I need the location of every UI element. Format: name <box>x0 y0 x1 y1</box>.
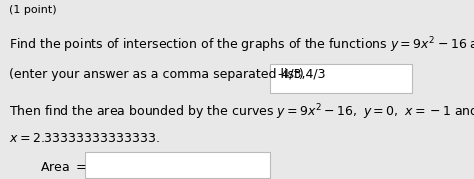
Text: $x = 2.33333333333333.$: $x = 2.33333333333333.$ <box>9 132 160 146</box>
FancyBboxPatch shape <box>85 152 270 178</box>
Text: -4/3,4/3: -4/3,4/3 <box>277 67 326 80</box>
Text: Then find the area bounded by the curves $y = 9x^2 - 16,\ y = 0,\ x = -1$ and: Then find the area bounded by the curves… <box>9 102 474 122</box>
FancyBboxPatch shape <box>270 64 412 93</box>
Text: Area $=$: Area $=$ <box>40 161 87 174</box>
Text: (enter your answer as a comma separated list): (enter your answer as a comma separated … <box>9 68 304 81</box>
Text: Find the points of intersection of the graphs of the functions $y = 9x^2 - 16$ a: Find the points of intersection of the g… <box>9 36 474 55</box>
Text: (1 point): (1 point) <box>9 5 57 15</box>
